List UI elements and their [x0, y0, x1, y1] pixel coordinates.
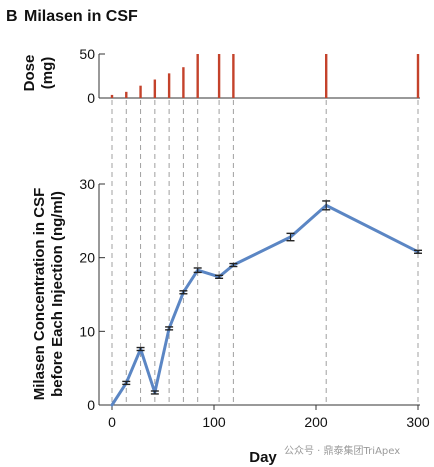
error-bar	[122, 380, 131, 386]
dose-bar	[196, 54, 199, 98]
error-bar	[322, 200, 331, 211]
error-bar	[179, 290, 188, 295]
dose-ytick-label: 0	[87, 90, 95, 106]
conc-xtick-label: 100	[202, 414, 226, 430]
dose-bar	[110, 94, 114, 98]
conc-ytick-label: 10	[79, 323, 95, 339]
dose-bar	[167, 73, 171, 98]
conc-ylabel-line-1: Milasen Concentration in CSF	[31, 188, 48, 401]
dose-bar	[325, 54, 328, 98]
conc-ytick-label: 0	[87, 397, 95, 413]
watermark-text: 公众号 · 鼎泰集团TriApex	[284, 444, 400, 457]
conc-xtick-label: 200	[304, 414, 328, 430]
dose-ytick-label: 50	[79, 46, 95, 62]
conc-xtick-label: 300	[406, 414, 430, 430]
dose-bar	[125, 91, 128, 98]
figure-title: Milasen in CSF	[24, 8, 138, 25]
error-bar	[229, 262, 238, 268]
dose-bar	[139, 85, 142, 98]
error-bar	[215, 274, 224, 279]
dose-bar-chart: Dose (mg) 0 50	[21, 46, 420, 106]
error-bar	[286, 232, 295, 242]
x-axis-label: Day	[249, 449, 277, 466]
conc-ytick-label: 30	[79, 176, 95, 192]
dose-bar	[232, 54, 235, 98]
error-bar	[165, 326, 174, 331]
concentration-series-line	[110, 203, 420, 407]
conc-xtick-label: 0	[108, 414, 116, 430]
injection-guide-lines	[111, 100, 419, 405]
dose-bar	[416, 54, 420, 98]
error-bar	[136, 346, 145, 352]
dose-bar	[182, 67, 185, 98]
dose-ylabel-line-1: Dose	[21, 55, 38, 92]
conc-ylabel-line-2: before Each Injection (ng/ml)	[49, 191, 66, 397]
dose-bar	[217, 54, 221, 98]
dose-bar	[153, 79, 157, 98]
concentration-line-chart: Milasen Concentration in CSF before Each…	[31, 176, 430, 466]
conc-ytick-label: 20	[79, 250, 95, 266]
error-bar	[193, 267, 202, 274]
error-bar	[150, 390, 159, 395]
dose-ylabel-line-2: (mg)	[39, 57, 56, 90]
error-bar	[414, 249, 422, 254]
panel-letter: B	[6, 8, 18, 25]
